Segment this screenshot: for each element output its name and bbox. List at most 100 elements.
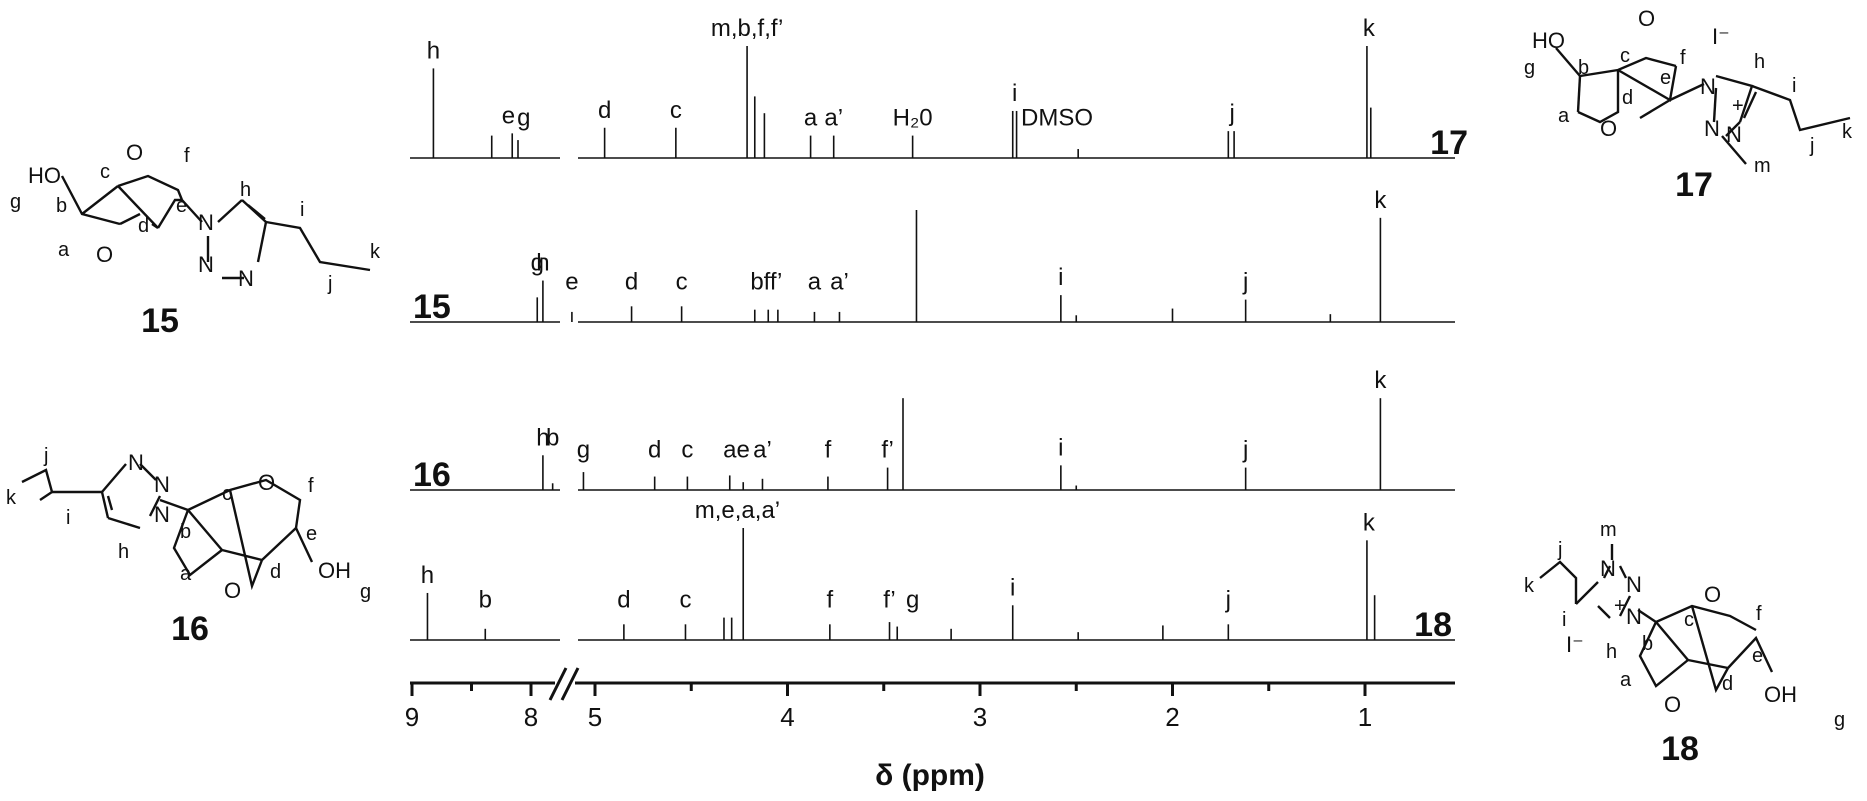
peak-label: j — [1225, 587, 1231, 614]
peak-label: bff’ — [750, 269, 782, 296]
atom-label: N — [1626, 604, 1642, 629]
peak-label: a — [808, 269, 822, 296]
peak-label: c — [679, 587, 691, 614]
site-label: h — [240, 179, 251, 201]
site-label: i — [1792, 75, 1796, 97]
site-label: b — [56, 195, 67, 217]
peak-label: i — [1058, 434, 1063, 461]
peak-label: c — [670, 97, 682, 124]
bond — [1639, 98, 1671, 120]
site-label: c — [222, 483, 232, 505]
bond — [148, 495, 162, 517]
peak-label: g — [517, 105, 530, 132]
spectrum-name: 18 — [1414, 606, 1452, 644]
bond — [151, 223, 159, 229]
x-axis-ticks: 9 8 5 4 3 2 1 — [405, 683, 1372, 732]
bond — [107, 516, 141, 530]
peak-label: k — [1374, 187, 1387, 214]
site-label: d — [270, 561, 281, 583]
site-label: m — [1754, 155, 1771, 177]
peak-label: d — [617, 587, 630, 614]
peak-label: e — [737, 437, 750, 464]
spectrum-15: hge d c bff’ a a’ i j k 15 — [410, 187, 1455, 326]
site-label: a — [180, 563, 192, 585]
bond — [1597, 605, 1611, 619]
tick-label: 8 — [524, 702, 538, 732]
site-label: h — [1606, 641, 1617, 663]
atom-label: OH — [1764, 682, 1797, 707]
bond — [1742, 91, 1758, 119]
spectrum-name: 17 — [1430, 124, 1468, 162]
bond — [1638, 621, 1689, 688]
bond — [1539, 560, 1578, 604]
bond — [1725, 121, 1741, 137]
bond — [156, 198, 182, 229]
atom-label: O — [258, 470, 275, 495]
spectrum-name: 16 — [413, 456, 451, 494]
site-label: g — [1524, 57, 1535, 79]
peak-label: m,e,a,a’ — [695, 497, 780, 524]
atom-label: N — [198, 210, 214, 235]
site-label: m — [1600, 519, 1617, 541]
peak-label: f — [825, 437, 832, 464]
bond — [1727, 635, 1774, 673]
structure-18: m j N N k + N i O f I⁻ c h b e OH a d O … — [1524, 519, 1845, 768]
peak-label: e — [502, 102, 515, 129]
tick-label: 4 — [780, 702, 794, 732]
bond — [228, 489, 264, 591]
peak-label: j — [1242, 269, 1248, 296]
site-label: i — [300, 199, 304, 221]
atom-label: O — [1664, 692, 1681, 717]
site-label: f — [184, 145, 190, 167]
atom-label: O — [1704, 582, 1721, 607]
bond — [247, 204, 266, 220]
peak-label: a’ — [753, 437, 772, 464]
bond — [1555, 47, 1677, 78]
peak-label: h — [427, 37, 440, 64]
site-label: f — [308, 475, 314, 497]
peak-label: j — [1229, 100, 1235, 127]
bond — [261, 525, 314, 563]
tick-label: 5 — [588, 702, 602, 732]
bond — [1576, 75, 1582, 113]
tick-label: 1 — [1358, 702, 1372, 732]
peak-label: h — [421, 562, 434, 589]
atom-label: N — [154, 472, 170, 497]
site-label: k — [6, 487, 17, 509]
atom-label: N — [198, 252, 214, 277]
bond — [256, 221, 268, 263]
peak-label: a — [804, 105, 818, 132]
site-label: j — [43, 445, 48, 467]
peak-label: H₂0 — [893, 105, 933, 132]
bond — [81, 185, 119, 215]
structure-17: HO g O f I⁻ c b e h N + i a O d N N m j … — [1524, 6, 1853, 204]
atom-label: O — [126, 140, 143, 165]
x-axis: 9 8 5 4 3 2 1 — [405, 667, 1455, 732]
atom-label: I⁻ — [1712, 24, 1730, 49]
site-label: a — [1620, 669, 1632, 691]
atom-label: I⁻ — [1566, 632, 1584, 657]
peak-label: b — [546, 424, 559, 451]
site-label: e — [1752, 645, 1763, 667]
peak-label: a — [723, 437, 737, 464]
compound-number: 17 — [1675, 166, 1713, 204]
bond — [1637, 609, 1657, 623]
bond — [159, 498, 189, 512]
site-label: j — [327, 273, 332, 295]
site-label: a — [58, 239, 70, 261]
site-label: h — [118, 541, 129, 563]
peak-label: i — [1010, 574, 1015, 601]
peak-label: DMSO — [1021, 105, 1093, 132]
bond — [1655, 604, 1757, 632]
site-label: j — [1557, 539, 1562, 561]
atom-label: N — [1600, 556, 1616, 581]
site-label: e — [176, 195, 187, 217]
peak-label: c — [681, 437, 693, 464]
atom-label: N — [1704, 116, 1720, 141]
peak-label: d — [648, 437, 661, 464]
bond — [1751, 84, 1851, 132]
bond — [1669, 82, 1705, 102]
